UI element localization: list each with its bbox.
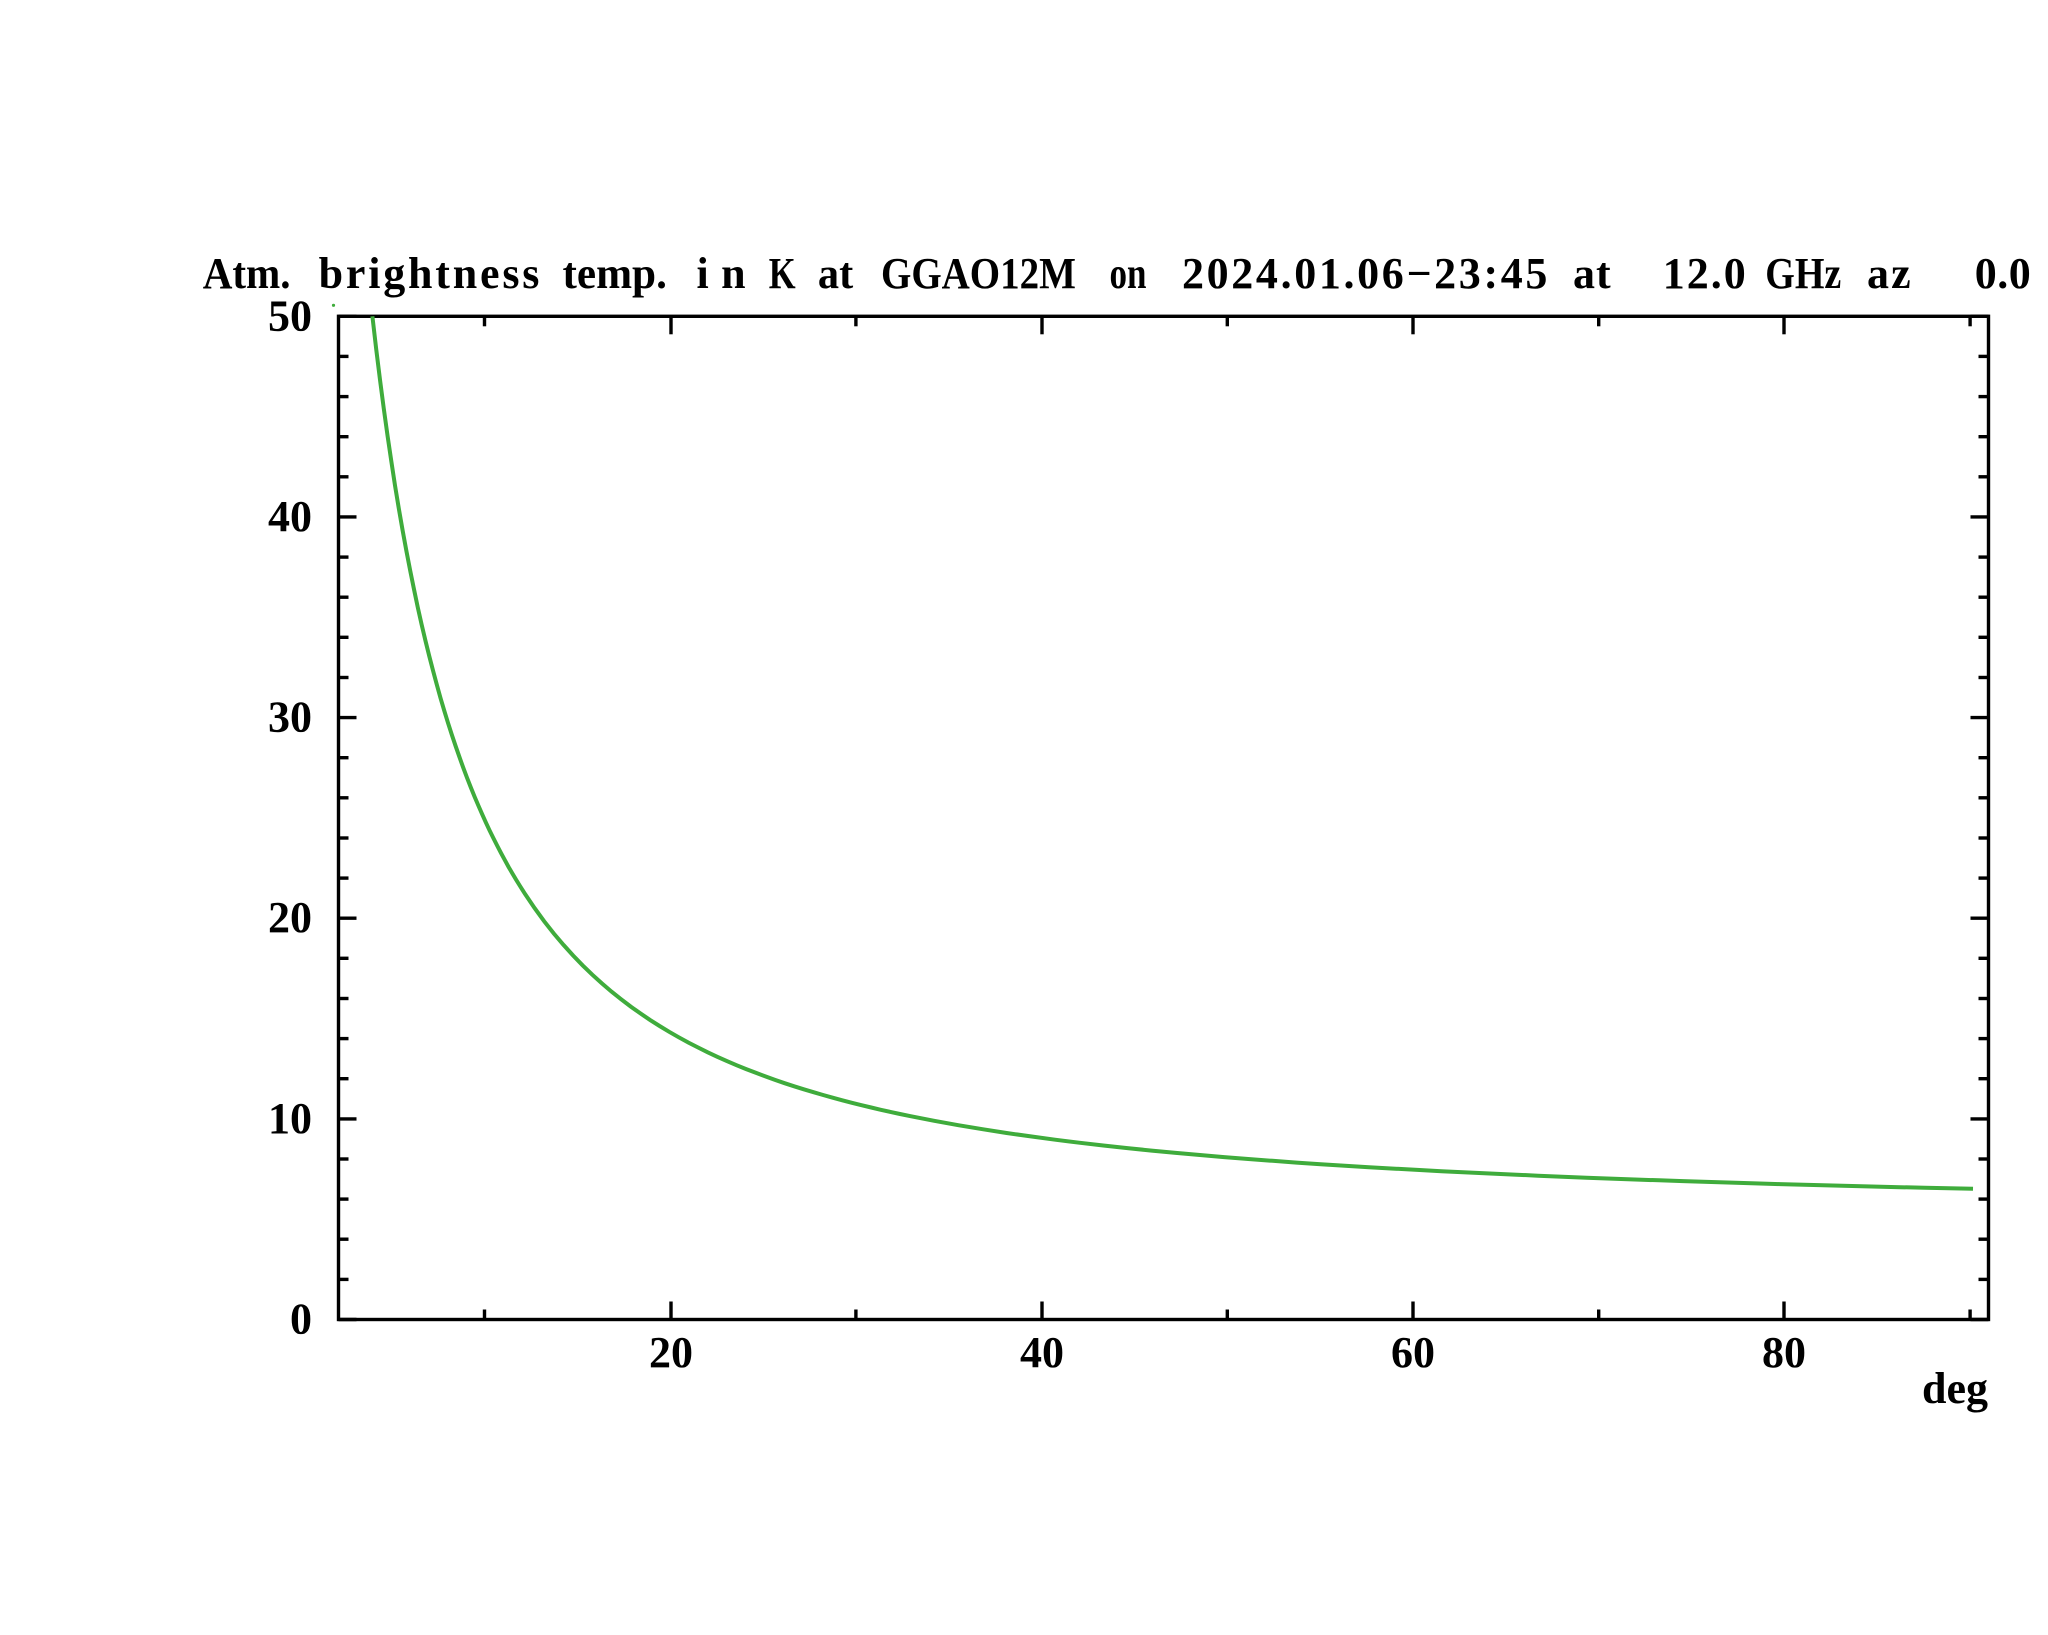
svg-text:deg: deg — [1922, 1364, 1988, 1413]
svg-text:at: at — [1573, 249, 1611, 298]
svg-text:GHz: GHz — [1765, 249, 1841, 298]
svg-text:12.0: 12.0 — [1663, 249, 1746, 298]
svg-text:GGAO12M: GGAO12M — [881, 249, 1076, 298]
svg-text:2024.01.06−23:45: 2024.01.06−23:45 — [1182, 249, 1547, 298]
svg-text:40: 40 — [1020, 1328, 1064, 1377]
svg-text:0: 0 — [290, 1295, 312, 1344]
svg-text:temp.: temp. — [563, 249, 667, 298]
svg-text:20: 20 — [649, 1328, 693, 1377]
svg-text:10: 10 — [268, 1094, 312, 1143]
svg-text:brightness: brightness — [319, 249, 540, 298]
svg-text:30: 30 — [268, 693, 312, 742]
svg-text:Atm.: Atm. — [203, 249, 291, 298]
svg-text:40: 40 — [268, 492, 312, 541]
svg-text:at: at — [818, 249, 854, 298]
svg-text:80: 80 — [1762, 1328, 1806, 1377]
svg-text:50: 50 — [268, 291, 312, 340]
svg-text:az: az — [1867, 249, 1911, 298]
svg-text:K: K — [769, 249, 796, 298]
svg-text:20: 20 — [268, 893, 312, 942]
svg-text:on: on — [1110, 249, 1147, 298]
svg-text:in: in — [697, 249, 746, 298]
svg-text:60: 60 — [1391, 1328, 1435, 1377]
svg-text:0.0: 0.0 — [1975, 249, 2031, 298]
